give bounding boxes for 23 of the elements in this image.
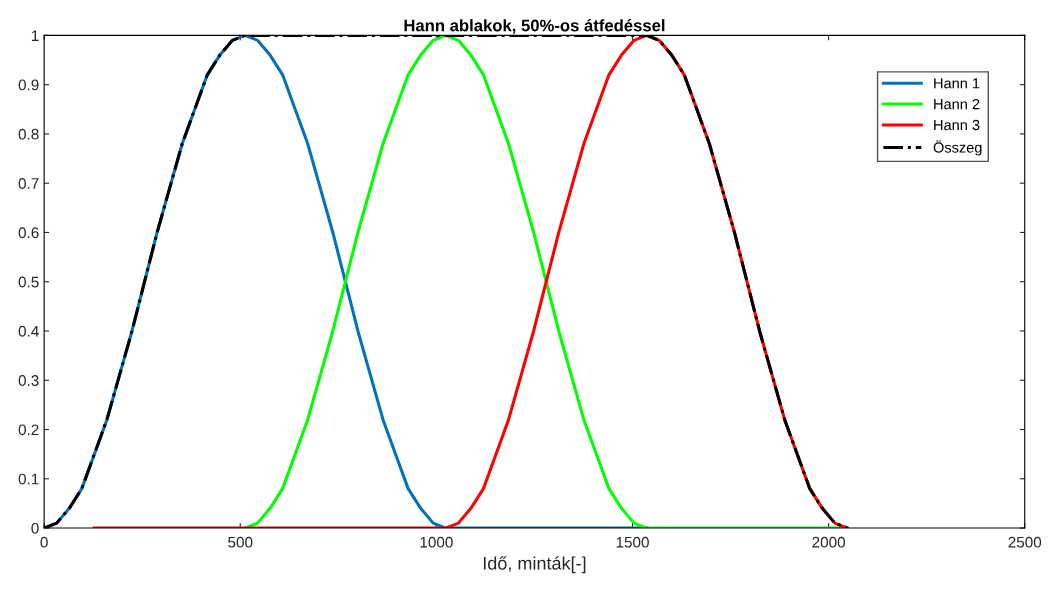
x-tick-label: 2000 <box>812 536 846 548</box>
y-tick-label: 0.8 <box>18 128 39 140</box>
x-tick-label: 1500 <box>616 536 649 548</box>
x-tick-label: 2500 <box>1008 536 1042 548</box>
y-tick-label: 0.6 <box>18 227 39 239</box>
legend-label: Hann 1 <box>934 78 980 89</box>
y-tick-label: 0.1 <box>18 473 39 485</box>
y-tick-label: 1 <box>31 30 39 41</box>
x-axis-title: Idő, minták[-] <box>483 556 586 574</box>
x-tick-label: 1000 <box>420 536 453 548</box>
legend-label: Összeg <box>933 140 982 156</box>
chart-title: Hann ablakok, 50%-os átfedéssel <box>404 19 665 34</box>
y-tick-label: 0 <box>31 522 39 534</box>
y-tick-label: 0.4 <box>18 325 39 337</box>
y-tick-label: 0.5 <box>18 276 39 288</box>
y-tick-label: 0.9 <box>18 79 39 91</box>
y-tick-label: 0.7 <box>18 178 39 189</box>
y-tick-label: 0.2 <box>18 424 39 436</box>
x-tick-label: 500 <box>228 536 253 548</box>
y-tick-label: 0.3 <box>18 375 39 386</box>
legend-label: Hann 2 <box>934 98 980 110</box>
legend-label: Hann 3 <box>934 119 980 131</box>
x-tick-label: 0 <box>40 536 48 548</box>
